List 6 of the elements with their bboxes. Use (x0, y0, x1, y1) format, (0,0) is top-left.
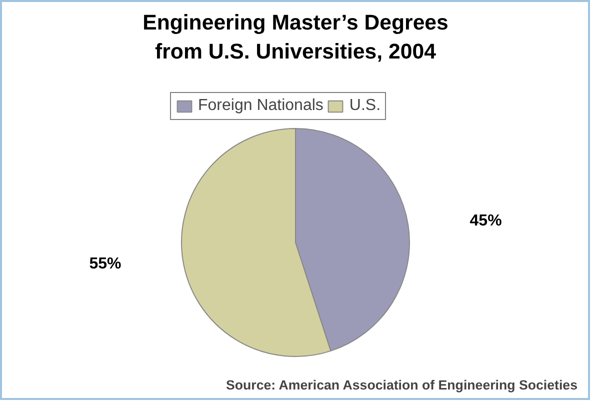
legend-label: Foreign Nationals (198, 97, 324, 115)
chart-title: Engineering Master’s Degrees from U.S. Universities, 2004 (142, 10, 448, 64)
data-label: 45% (470, 212, 502, 230)
legend-label: U.S. (349, 97, 381, 115)
source-note: Source: American Association of Engineering Societies (226, 378, 578, 392)
data-label: 55% (89, 255, 122, 272)
